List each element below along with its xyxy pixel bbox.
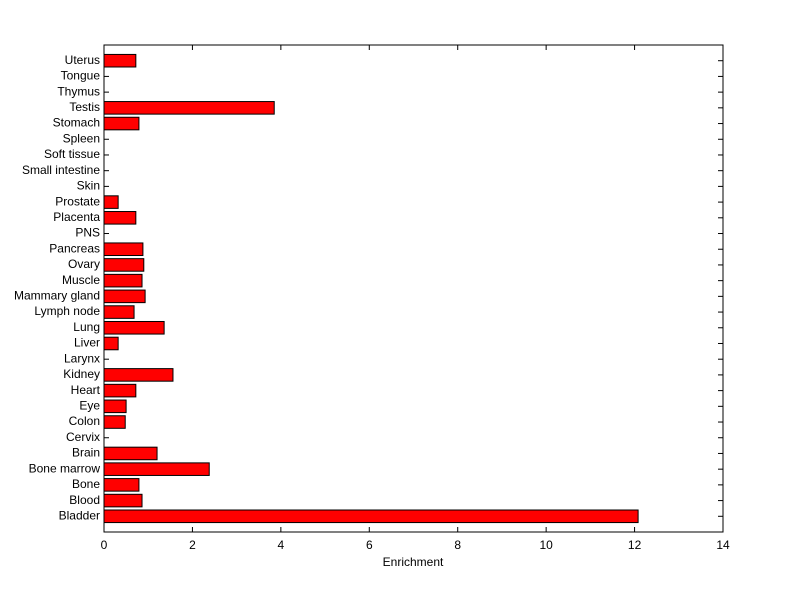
y-tick-label: Colon: [69, 414, 100, 428]
bar: [103, 305, 135, 319]
y-tick-label: Spleen: [63, 131, 100, 145]
bar: [103, 320, 165, 335]
bar: [103, 258, 145, 272]
y-tick-label: Tongue: [61, 69, 101, 83]
y-tick-label: Bladder: [59, 508, 100, 522]
bar: [103, 383, 137, 398]
y-tick-label: Lung: [73, 320, 100, 334]
bar: [103, 446, 158, 461]
bar: [103, 101, 275, 115]
y-tick-label: Pancreas: [49, 241, 100, 255]
y-tick-label: Small intestine: [22, 163, 100, 177]
y-tick-label: Soft tissue: [44, 147, 100, 161]
y-tick-label: Muscle: [62, 273, 100, 287]
y-tick-label: Brain: [72, 446, 100, 460]
y-tick-label: Liver: [74, 336, 100, 350]
x-tick-label: 14: [716, 538, 730, 552]
x-axis-label: Enrichment: [383, 555, 444, 569]
plot-frame: [103, 44, 724, 533]
x-tick-label: 8: [454, 538, 461, 552]
bar: [103, 415, 126, 429]
y-tick-label: Blood: [69, 493, 100, 507]
bar: [103, 289, 146, 304]
y-tick-label: Skin: [77, 179, 100, 193]
y-tick-label: Mammary gland: [14, 289, 100, 303]
y-tick-label: Cervix: [66, 430, 100, 444]
bar: [103, 462, 210, 476]
y-tick-label: PNS: [75, 226, 100, 240]
x-tick-label: 6: [366, 538, 373, 552]
y-tick-label: Heart: [71, 383, 101, 397]
bar: [103, 211, 137, 225]
y-tick-label: Eye: [79, 398, 100, 412]
y-tick-label: Prostate: [55, 194, 100, 208]
bar: [103, 368, 174, 382]
y-tick-label: Lymph node: [34, 304, 100, 318]
y-tick-label: Placenta: [53, 210, 100, 224]
y-tick-label: Testis: [69, 100, 100, 114]
y-tick-label: Bone marrow: [29, 461, 101, 475]
bar: [103, 493, 143, 508]
bar: [103, 509, 639, 524]
x-tick-label: 2: [189, 538, 196, 552]
y-tick-label: Uterus: [65, 53, 100, 67]
x-tick-label: 4: [278, 538, 285, 552]
bar: [103, 336, 119, 351]
x-tick-label: 10: [539, 538, 553, 552]
x-tick-label: 0: [101, 538, 108, 552]
bar: [103, 478, 140, 492]
bar: [103, 399, 127, 414]
y-tick-label: Stomach: [53, 116, 100, 130]
bar: [103, 242, 144, 257]
bar: [103, 116, 140, 131]
y-tick-label: Larynx: [64, 351, 100, 365]
bar: [103, 53, 137, 68]
y-tick-label: Kidney: [63, 367, 100, 381]
bar: [103, 195, 119, 209]
x-tick-label: 12: [628, 538, 642, 552]
y-tick-label: Thymus: [57, 84, 100, 98]
bar: [103, 273, 143, 288]
y-tick-label: Ovary: [68, 257, 100, 271]
y-tick-label: Bone: [72, 477, 100, 491]
